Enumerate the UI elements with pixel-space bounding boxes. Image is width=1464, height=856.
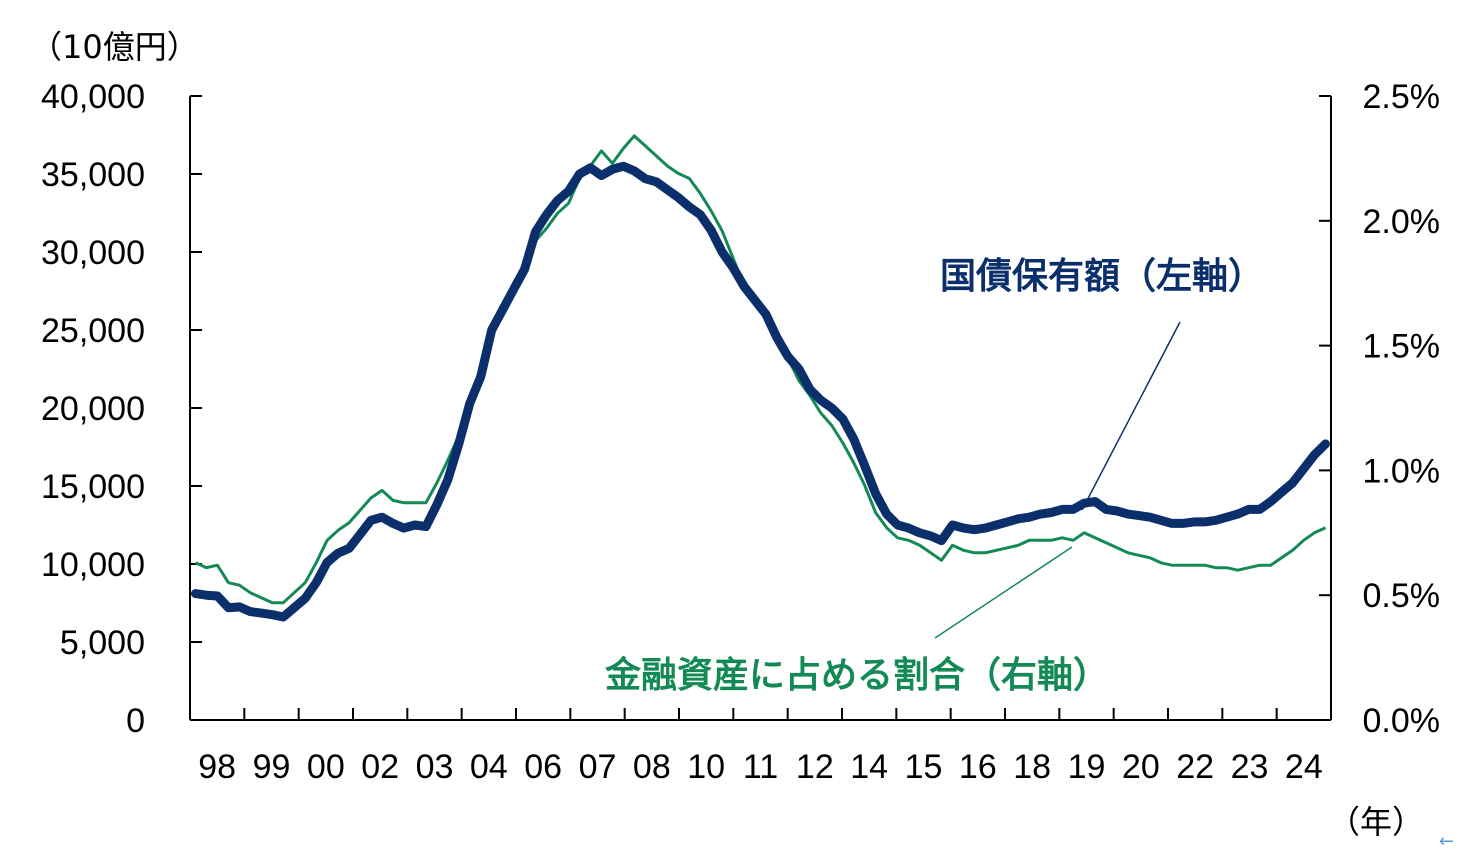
left-tick-label: 25,000 — [41, 312, 145, 350]
annotation-label-holdings: 国債保有額（左軸） — [940, 256, 1264, 297]
annotation-leader-share — [934, 546, 1073, 639]
back-arrow-icon[interactable]: ← — [1438, 831, 1454, 852]
right-tick-label: 2.5% — [1363, 78, 1441, 116]
left-tick-label: 0 — [126, 702, 145, 740]
x-tick-label: 23 — [1231, 748, 1269, 786]
left-tick-label: 20,000 — [41, 390, 145, 428]
left-tick-label: 35,000 — [41, 156, 145, 194]
x-tick-label: 12 — [796, 748, 834, 786]
x-tick-label: 20 — [1122, 748, 1160, 786]
x-tick-label: 02 — [361, 748, 399, 786]
x-tick-label: 10 — [687, 748, 725, 786]
left-tick-label: 40,000 — [41, 78, 145, 116]
x-tick-label: 16 — [959, 748, 997, 786]
right-tick-label: 2.0% — [1363, 203, 1441, 241]
annotation-label-share: 金融資産に占める割合（右軸） — [604, 654, 1109, 696]
x-tick-label: 08 — [633, 748, 671, 786]
left-tick-label: 30,000 — [41, 234, 145, 272]
left-axis-unit-label: （10億円） — [30, 28, 199, 66]
x-axis-ticks: 98 99 00 02 03 04 06 07 08 10 11 12 14 15 16 18 19 20 22 23… — [189, 708, 1332, 786]
x-tick-label: 06 — [524, 748, 562, 786]
x-tick-label: 19 — [1068, 748, 1106, 786]
x-tick-label: 14 — [850, 748, 888, 786]
x-tick-label: 98 — [198, 748, 236, 786]
x-tick-label: 00 — [307, 748, 345, 786]
x-tick-label: 18 — [1013, 748, 1051, 786]
series-line-jgb-holdings-left-axis — [191, 161, 1330, 622]
left-tick-label: 10,000 — [41, 546, 145, 584]
x-tick-label: 24 — [1285, 748, 1323, 786]
left-axis-ticks: 0 5,000 10,000 15,000 20,000 25,000 30,000 35,0… — [41, 78, 202, 740]
x-tick-label: 22 — [1176, 748, 1214, 786]
right-axis-ticks: 0.0% 0.5% 1.0% 1.5% 2.0% 2.5% — [1319, 78, 1440, 740]
x-tick-label: 99 — [253, 748, 291, 786]
x-tick-label: 03 — [416, 748, 454, 786]
right-tick-label: 0.0% — [1363, 702, 1441, 740]
x-tick-label: 15 — [905, 748, 943, 786]
x-tick-label: 11 — [743, 748, 778, 786]
right-tick-label: 1.0% — [1363, 452, 1441, 490]
x-tick-label: 04 — [470, 748, 508, 786]
left-tick-label: 15,000 — [41, 468, 145, 506]
right-tick-label: 1.5% — [1363, 328, 1441, 366]
annotation-leader-holdings — [1081, 321, 1181, 511]
x-axis-unit-label: （年） — [1328, 803, 1424, 841]
right-tick-label: 0.5% — [1363, 577, 1441, 615]
x-tick-label: 07 — [579, 748, 617, 786]
left-tick-label: 5,000 — [60, 624, 145, 662]
